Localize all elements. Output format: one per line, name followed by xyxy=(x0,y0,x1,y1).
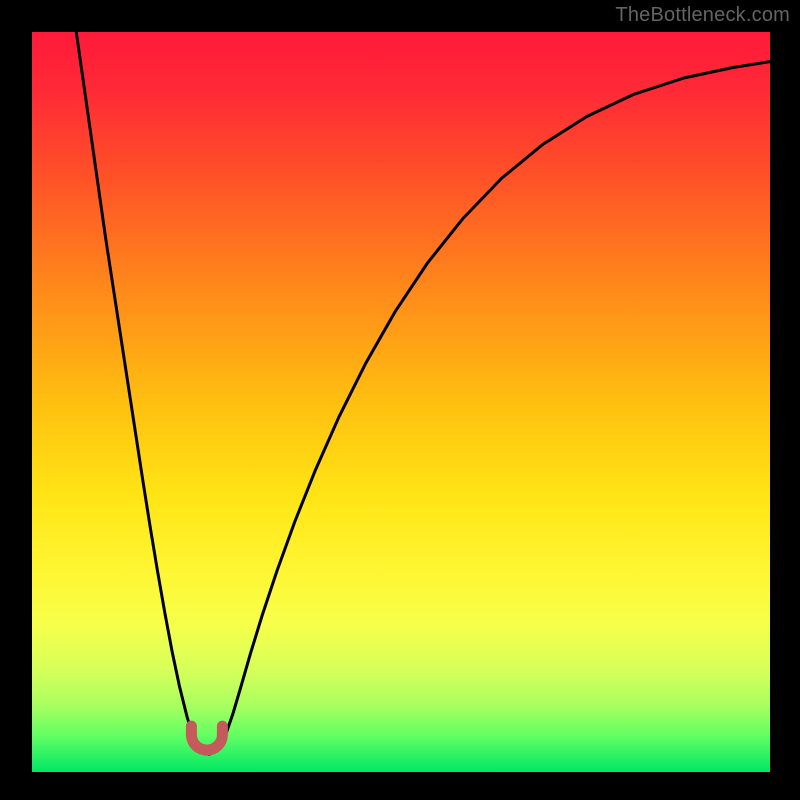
plot-svg xyxy=(32,32,770,772)
plot-area xyxy=(32,32,770,772)
watermark-text: TheBottleneck.com xyxy=(615,4,790,27)
chart-root: TheBottleneck.com xyxy=(0,0,800,800)
gradient-background xyxy=(32,32,770,772)
